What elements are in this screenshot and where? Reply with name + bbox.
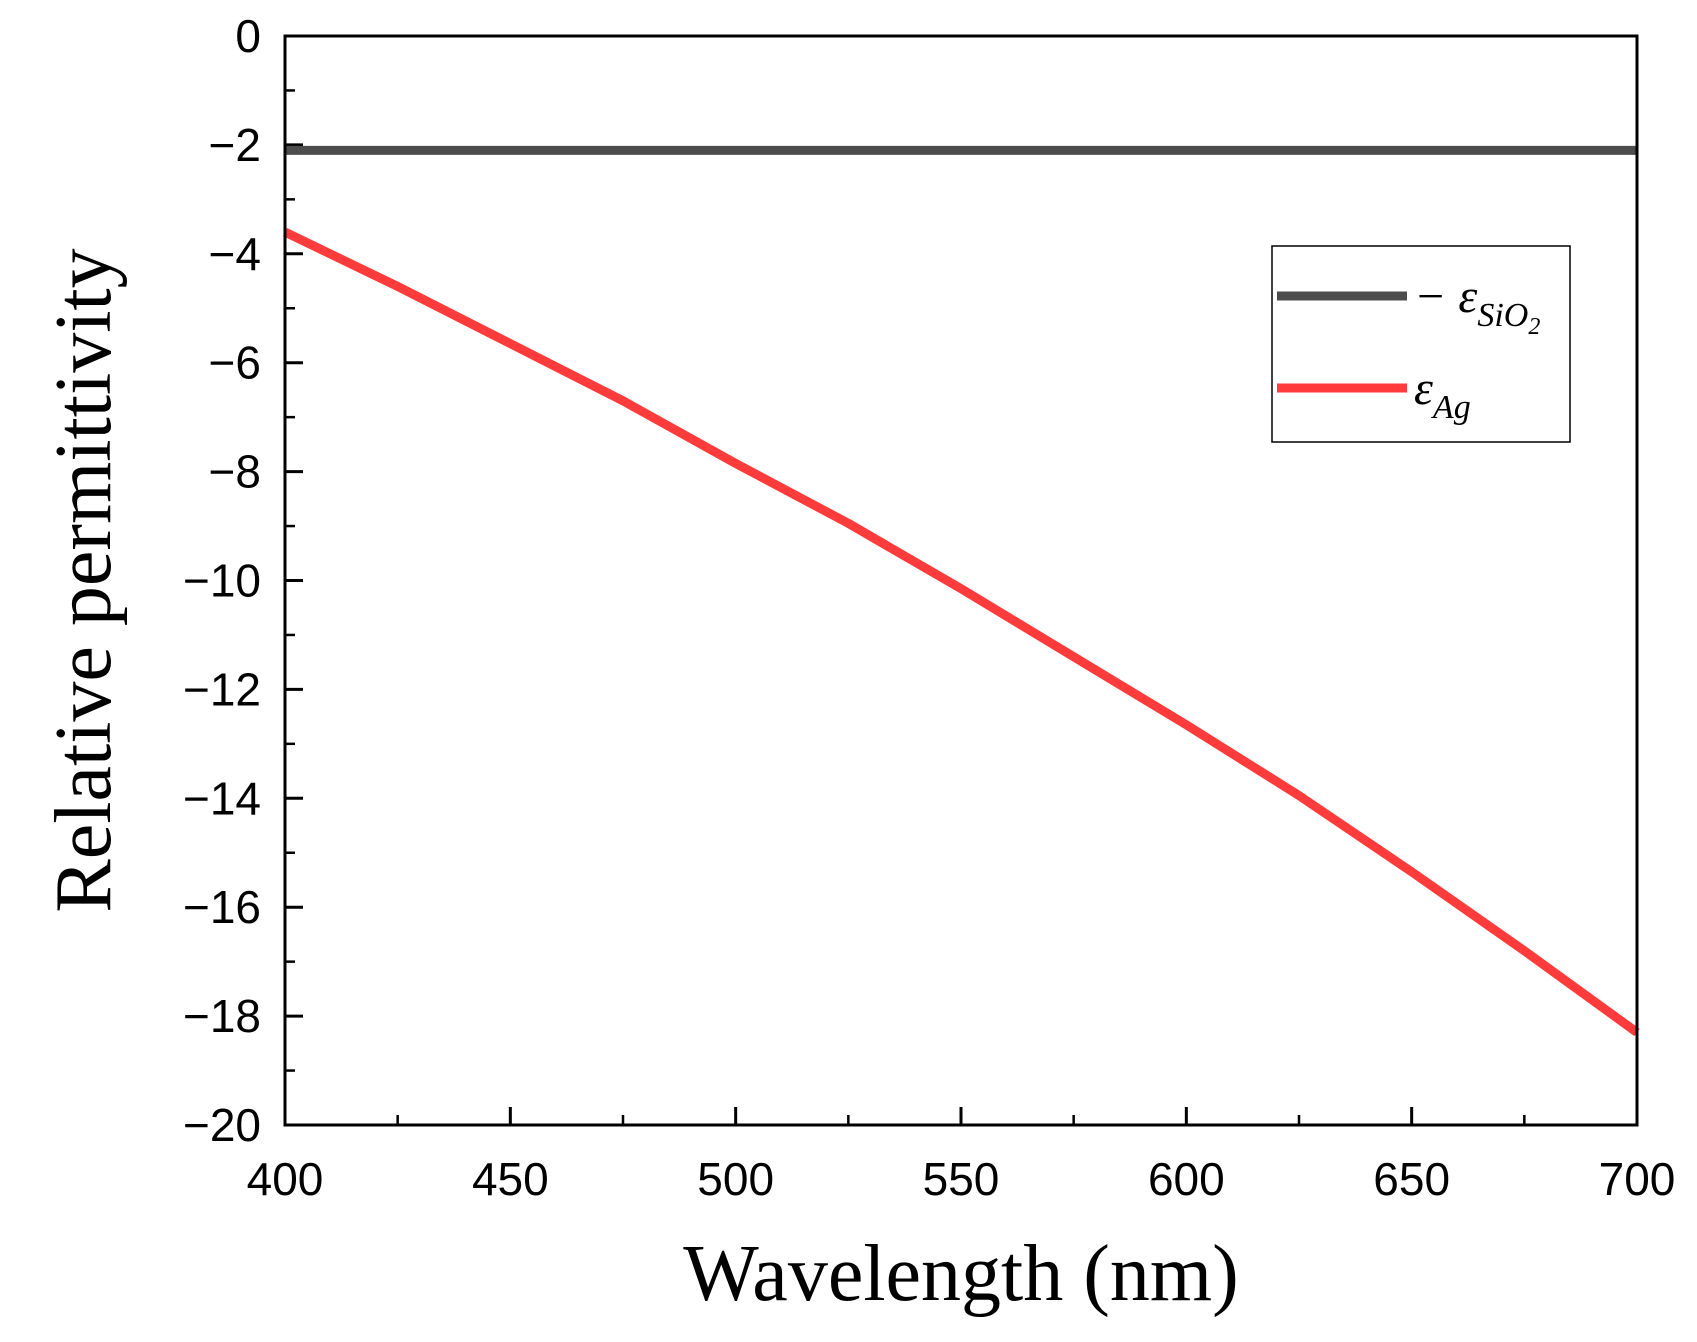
x-tick-label: 600 xyxy=(1148,1153,1225,1205)
axis-ticks xyxy=(283,34,1639,1127)
tick-labels: 400 450 500 550 600 650 700 0 −2 −4 −6 −8 −10 −12 −14 −… xyxy=(183,10,1675,1205)
y-tick-label: −18 xyxy=(183,990,261,1042)
y-tick-label: 0 xyxy=(235,10,261,62)
x-tick-label: 500 xyxy=(697,1153,774,1205)
y-tick-label: −10 xyxy=(183,555,261,607)
legend-label: − εSiO2 xyxy=(1414,270,1540,340)
series-lines xyxy=(283,145,1640,1037)
x-tick-label: 700 xyxy=(1599,1153,1676,1205)
x-axis-title: Wavelength (nm) xyxy=(683,1230,1239,1318)
legend-label: εAg xyxy=(1414,362,1471,426)
x-tick-label: 400 xyxy=(247,1153,324,1205)
y-axis-title: Relative permittivity xyxy=(40,248,128,912)
y-tick-label: −14 xyxy=(183,772,261,824)
y-tick-label: −4 xyxy=(209,228,261,280)
y-tick-label: −8 xyxy=(209,446,261,498)
x-tick-label: 450 xyxy=(472,1153,549,1205)
y-tick-label: −6 xyxy=(209,337,261,389)
x-tick-label: 550 xyxy=(923,1153,1000,1205)
y-tick-label: −16 xyxy=(183,881,261,933)
legend: − εSiO2 εAg xyxy=(1271,245,1571,443)
series-line-eps-ag xyxy=(283,227,1640,1037)
y-tick-label: −20 xyxy=(183,1099,261,1151)
y-tick-label: −12 xyxy=(183,663,261,715)
legend-box xyxy=(1271,245,1571,443)
plot-frame xyxy=(283,34,1639,1127)
x-tick-label: 650 xyxy=(1373,1153,1450,1205)
y-tick-label: −2 xyxy=(209,119,261,171)
